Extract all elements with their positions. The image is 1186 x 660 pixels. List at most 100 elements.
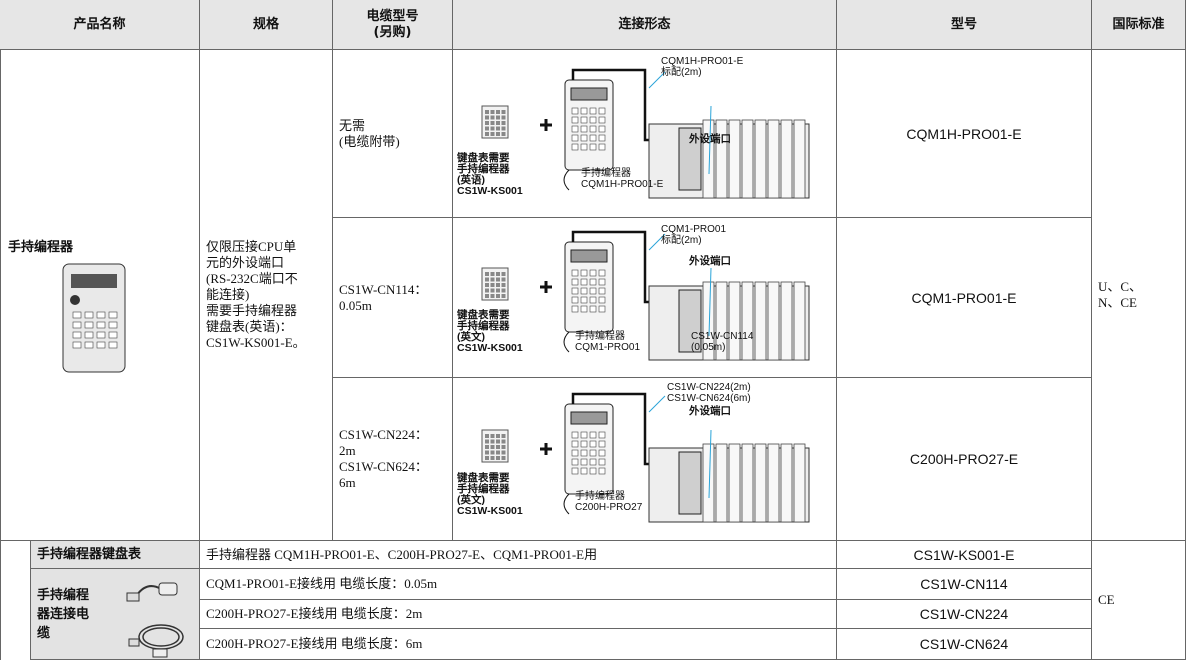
key (496, 277, 500, 282)
key (496, 288, 500, 293)
model-cell: CS1W-CN224 (837, 600, 1092, 629)
cable-photo-cell (115, 569, 200, 660)
key (490, 115, 495, 120)
key (501, 283, 506, 287)
sheet-label: 键盘表需要 手持编程器 (英语) CS1W-KS001 (457, 152, 523, 197)
key (496, 450, 500, 455)
programmer-key (589, 449, 597, 457)
programmer-key (598, 107, 606, 115)
programmer-screen (570, 411, 608, 425)
key (490, 445, 495, 449)
programmer-key (571, 269, 579, 277)
plc-unit (702, 119, 715, 199)
header-cell: 规格 (200, 0, 333, 50)
plc-unit (728, 119, 741, 199)
programmer-key (580, 278, 588, 286)
key (501, 456, 506, 460)
key (485, 126, 489, 131)
model-cell: CS1W-KS001-E (837, 541, 1092, 569)
programmer-key (580, 467, 588, 475)
programmer-key (580, 431, 588, 439)
port-label: 外设端口 (689, 405, 731, 417)
programmer-key (580, 143, 588, 151)
plus (540, 443, 552, 455)
cable-label: CQM1H-PRO01-E 标配(2m) (661, 56, 744, 78)
key (496, 126, 500, 131)
programmer-key (589, 143, 597, 151)
programmer-key (580, 296, 588, 304)
key (485, 110, 489, 114)
programmer-key (598, 431, 606, 439)
key (501, 450, 506, 455)
key (496, 294, 500, 298)
key (496, 445, 500, 449)
programmer-key (571, 458, 579, 466)
key (490, 121, 495, 125)
plus (540, 119, 552, 131)
programmer-key (589, 440, 597, 448)
programmer-key (580, 107, 588, 115)
key (496, 434, 500, 438)
key (485, 288, 489, 293)
programmer-key (580, 449, 588, 457)
cable-photo (126, 582, 184, 658)
plc-unit (780, 119, 793, 199)
key (490, 126, 495, 131)
diagram-cell: CQM1-PRO01 标配(2m) 外设端口 键盘表需要 手持编程器 (英文) … (453, 218, 837, 378)
key (496, 456, 500, 460)
key (501, 126, 506, 131)
programmer-key (571, 278, 579, 286)
programmer-key (571, 305, 579, 313)
programmer-key (580, 125, 588, 133)
key (485, 132, 489, 136)
key (496, 439, 500, 444)
plc-unit (793, 281, 806, 361)
standard-cell: U、C、 N、CE (1092, 50, 1186, 541)
programmer-key (589, 467, 597, 475)
header-cell: 连接形态 (453, 0, 837, 50)
programmer-key (589, 431, 597, 439)
key (485, 450, 489, 455)
programmer-key (598, 305, 606, 313)
product-cell: 手持编程器 (0, 50, 200, 541)
plc-unit (728, 443, 741, 523)
key (490, 294, 495, 298)
key (490, 132, 495, 136)
key (490, 283, 495, 287)
key (501, 277, 506, 282)
accessory-name: 手持编程 器连接电 缆 (30, 569, 115, 660)
programmer-key (598, 134, 606, 142)
port-leader (708, 267, 712, 337)
cable-tail (563, 169, 570, 191)
key (485, 445, 489, 449)
key (490, 439, 495, 444)
sheet-label: 键盘表需要 手持编程器 (英文) CS1W-KS001 (457, 309, 523, 354)
programmer-screen (570, 87, 608, 101)
programmer-key (589, 278, 597, 286)
model-cell: CS1W-CN624 (837, 629, 1092, 660)
programmer-key (580, 287, 588, 295)
programmer-key (580, 440, 588, 448)
key (501, 445, 506, 449)
product-name: 手持编程器 (8, 240, 74, 255)
programmer-key (598, 116, 606, 124)
plc-unit (754, 119, 767, 199)
programmer-key (589, 116, 597, 124)
plc-unit (780, 443, 793, 523)
plus (540, 281, 552, 293)
programmer-label: 手持编程器 CQM1-PRO01 (575, 331, 641, 353)
plc-unit (793, 119, 806, 199)
key (501, 115, 506, 120)
programmer-key (598, 125, 606, 133)
programmer-key (589, 287, 597, 295)
programmer-key (589, 458, 597, 466)
key (501, 288, 506, 293)
key (501, 121, 506, 125)
programmer-key (598, 296, 606, 304)
programmer-key (589, 305, 597, 313)
programmer-key (598, 143, 606, 151)
key (490, 288, 495, 293)
cable-label: CS1W-CN224(2m) CS1W-CN624(6m) (667, 382, 751, 404)
model-cell: CQM1-PRO01-E (837, 218, 1092, 378)
